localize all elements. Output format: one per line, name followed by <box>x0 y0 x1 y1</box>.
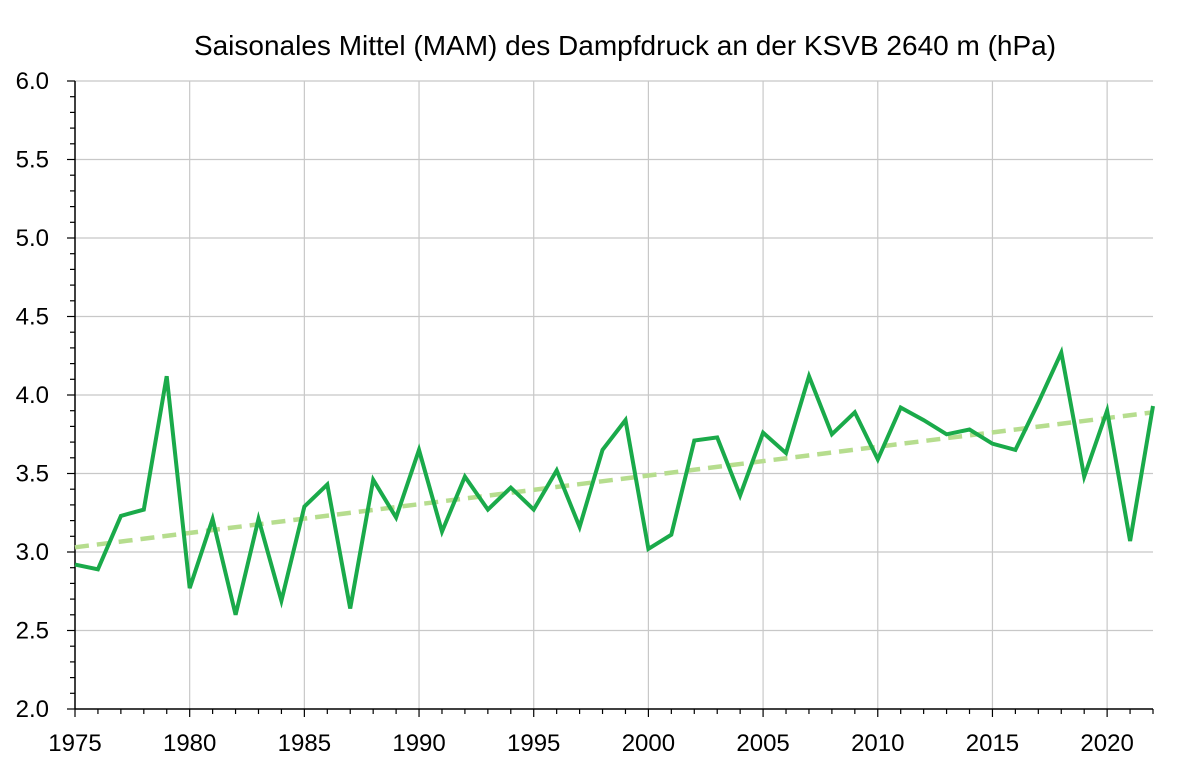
x-tick-label: 1995 <box>507 730 560 757</box>
x-tick-label: 1990 <box>392 730 445 757</box>
plot-series <box>74 346 1155 616</box>
y-tick-label: 6.0 <box>16 68 49 95</box>
x-tick-label: 1975 <box>48 730 101 757</box>
gridlines <box>75 80 1153 709</box>
x-tick-label: 1985 <box>278 730 331 757</box>
x-tick-label: 2000 <box>622 730 675 757</box>
y-tick-label: 5.5 <box>16 147 49 174</box>
x-tick-label: 2015 <box>966 730 1019 757</box>
y-tick-label: 3.5 <box>16 461 49 488</box>
trend-line <box>74 410 1154 550</box>
y-axis: 2.0 2.5 3.0 3.5 4.0 4.5 5.0 5.5 6.0 <box>16 68 76 723</box>
y-tick-label: 2.0 <box>16 696 49 723</box>
x-tick-label: 2010 <box>851 730 904 757</box>
series-line <box>74 346 1155 616</box>
x-tick-label: 1980 <box>163 730 216 757</box>
x-tick-label: 2005 <box>736 730 789 757</box>
x-axis: 1975 1980 1985 1990 1995 2000 2005 2010 2015 2020 <box>48 708 1154 757</box>
y-tick-label: 3.0 <box>16 539 49 566</box>
y-tick-label: 4.5 <box>16 304 49 331</box>
x-tick-label: 2020 <box>1080 730 1133 757</box>
y-tick-label: 2.5 <box>16 618 49 645</box>
y-tick-label: 5.0 <box>16 225 49 252</box>
chart-title: Saisonales Mittel (MAM) des Dampfdruck a… <box>194 30 1056 61</box>
y-tick-label: 4.0 <box>16 382 49 409</box>
